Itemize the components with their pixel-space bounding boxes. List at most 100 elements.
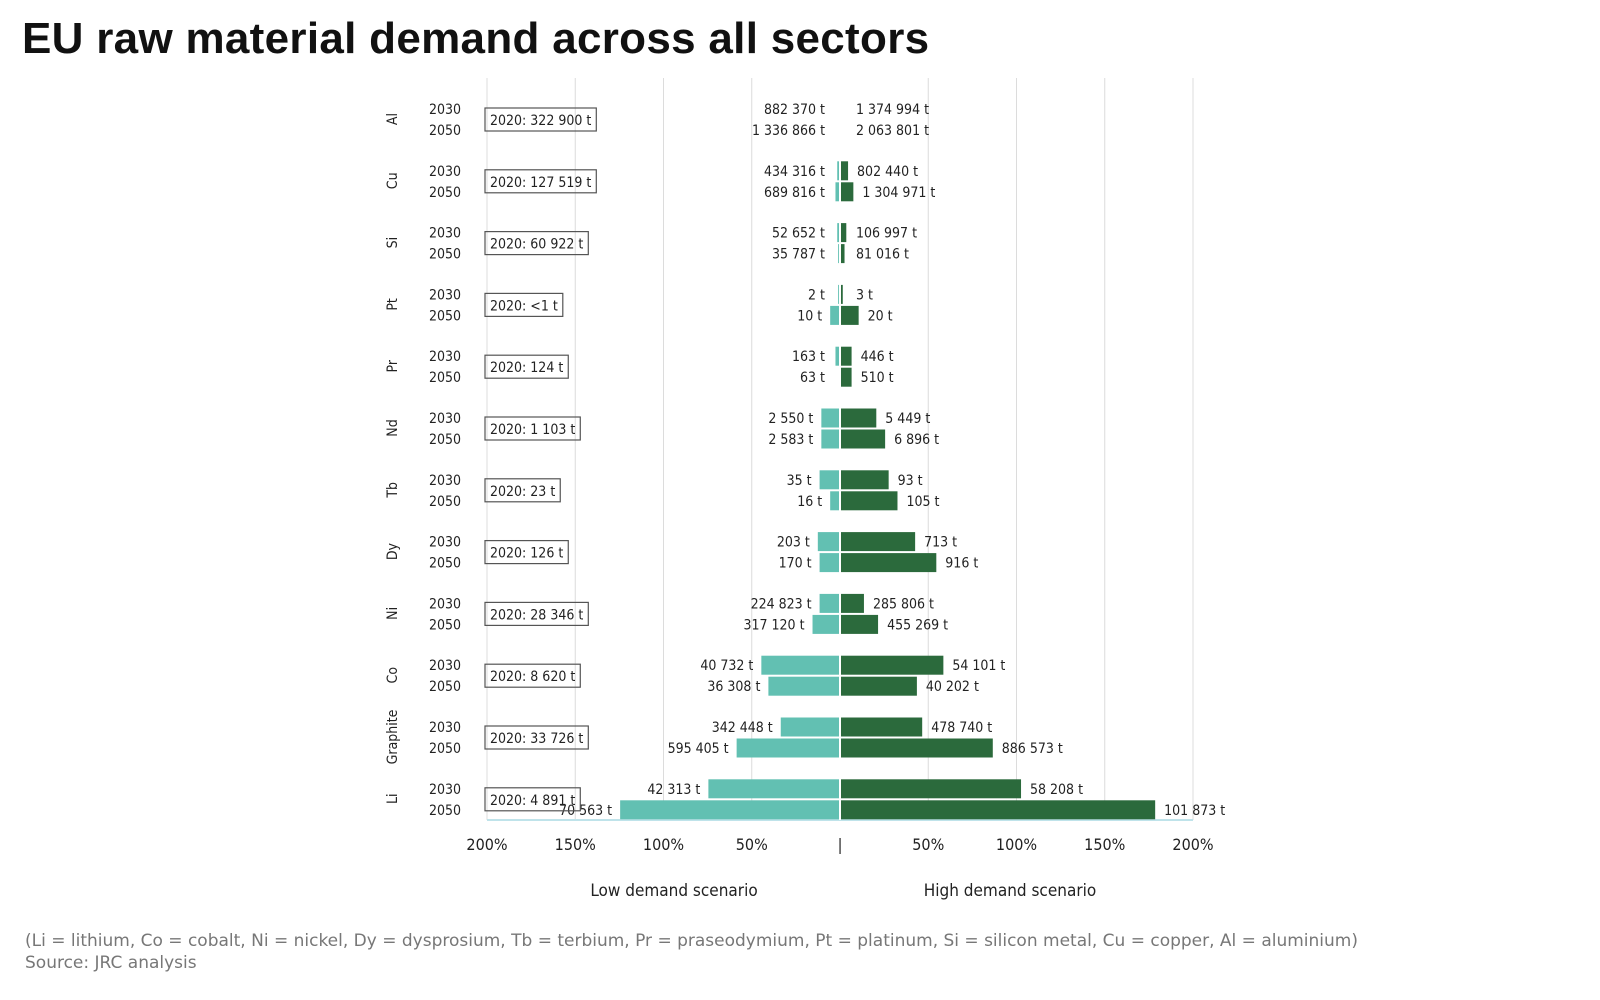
x-tick-label: 200% (1172, 835, 1213, 854)
value-label-high: 510 t (861, 370, 894, 386)
baseline-label: 2020: 28 346 t (490, 607, 583, 623)
bar-low-2030 (837, 161, 839, 181)
year-label: 2030 (429, 102, 461, 118)
baseline-box (484, 601, 589, 627)
baseline-box (484, 416, 581, 441)
bar-low-2030 (780, 717, 839, 737)
source-note: Source: JRC analysis (25, 953, 197, 973)
bar-low-2050 (838, 244, 839, 264)
x-tick-label: 150% (555, 835, 596, 854)
material-label: Graphite (385, 709, 401, 764)
x-tick-label: 200% (466, 835, 507, 854)
baseline-box (484, 787, 581, 812)
bar-high-2050 (841, 614, 879, 634)
value-label-high: 455 269 t (887, 617, 948, 633)
value-label-low: 170 t (779, 556, 812, 572)
chart-title: EU raw material demand across all sector… (22, 14, 930, 63)
material-label: Ni (385, 607, 401, 620)
x-axis-label-high: High demand scenario (924, 881, 1096, 901)
value-label-low: 595 405 t (668, 741, 729, 757)
x-tick-label: | (838, 835, 843, 854)
material-label: Dy (385, 542, 401, 560)
x-axis-label-low: Low demand scenario (590, 881, 757, 901)
baseline-label: 2020: 124 t (490, 360, 563, 376)
value-label-high: 2 063 801 t (856, 123, 929, 139)
bar-low-2050 (768, 676, 839, 696)
year-label: 2050 (429, 185, 461, 201)
bar-high-2050 (841, 553, 937, 573)
baseline-label: 2020: 8 620 t (490, 669, 575, 685)
bar-high-2050 (841, 491, 898, 511)
material-label: Cu (385, 172, 401, 189)
value-label-low: 203 t (777, 535, 810, 551)
bar-low-2030 (817, 532, 839, 552)
baseline-label: 2020: 33 726 t (490, 731, 583, 747)
bar-high-2030 (841, 408, 877, 428)
value-label-high: 916 t (945, 556, 978, 572)
value-label-high: 886 573 t (1002, 741, 1063, 757)
value-label-high: 20 t (868, 308, 893, 324)
baseline-box (484, 292, 564, 317)
bar-low-2050 (821, 429, 839, 449)
baseline-box (484, 169, 597, 194)
year-label: 2030 (429, 658, 461, 674)
value-label-high: 6 896 t (894, 432, 939, 448)
bar-low-2050 (620, 800, 839, 820)
value-label-low: 163 t (792, 349, 825, 365)
bar-high-2030 (841, 223, 847, 243)
year-label: 2030 (429, 535, 461, 551)
year-label: 2050 (429, 679, 461, 695)
value-label-high: 81 016 t (856, 247, 909, 263)
year-label: 2050 (429, 617, 461, 633)
bar-low-2050 (812, 614, 839, 634)
year-label: 2050 (429, 123, 461, 139)
baseline-label: 2020: 4 891 t (490, 793, 575, 809)
bar-high-2030 (841, 161, 849, 181)
year-label: 2050 (429, 556, 461, 572)
value-label-high: 1 304 971 t (862, 185, 935, 201)
material-label: Pt (385, 298, 401, 311)
year-label: 2030 (429, 720, 461, 736)
material-label: Co (385, 667, 401, 684)
material-label: Si (385, 237, 401, 249)
value-label-high: 1 374 994 t (856, 102, 929, 118)
year-label: 2050 (429, 741, 461, 757)
year-label: 2050 (429, 370, 461, 386)
bar-low-2050 (830, 491, 839, 511)
value-label-low: 689 816 t (764, 185, 825, 201)
year-label: 2050 (429, 432, 461, 448)
value-label-low: 2 t (808, 287, 825, 303)
material-label: Pr (385, 359, 401, 372)
year-label: 2030 (429, 164, 461, 180)
bar-low-2050 (830, 305, 839, 325)
baseline-box (484, 663, 581, 688)
value-label-low: 70 563 t (559, 803, 612, 819)
baseline-box (484, 107, 597, 132)
bar-high-2050 (841, 244, 845, 264)
value-label-low: 224 823 t (751, 596, 812, 612)
value-label-low: 42 313 t (647, 782, 700, 798)
value-label-low: 317 120 t (744, 617, 805, 633)
value-label-high: 285 806 t (873, 596, 934, 612)
baseline-label: 2020: 127 519 t (490, 175, 591, 191)
value-label-low: 10 t (797, 308, 822, 324)
footnote: (Li = lithium, Co = cobalt, Ni = nickel,… (25, 930, 1358, 974)
baseline-box (484, 354, 569, 379)
bar-low-2050 (819, 553, 839, 573)
bar-low-2050 (736, 738, 839, 758)
value-label-high: 3 t (856, 287, 873, 303)
bar-low-2030 (837, 223, 839, 243)
bar-high-2030 (841, 284, 843, 304)
bar-low-2030 (819, 593, 839, 613)
bar-high-2050 (841, 182, 854, 202)
x-tick-label: 50% (736, 835, 768, 854)
year-label: 2030 (429, 596, 461, 612)
year-label: 2050 (429, 308, 461, 324)
baseline-label: 2020: 60 922 t (490, 237, 583, 253)
bar-high-2050 (841, 676, 917, 696)
value-label-low: 1 336 866 t (752, 123, 825, 139)
abbreviations-note: (Li = lithium, Co = cobalt, Ni = nickel,… (25, 931, 1358, 951)
bar-high-2030 (841, 655, 944, 675)
value-label-low: 36 308 t (707, 679, 760, 695)
material-label: Li (385, 794, 401, 805)
